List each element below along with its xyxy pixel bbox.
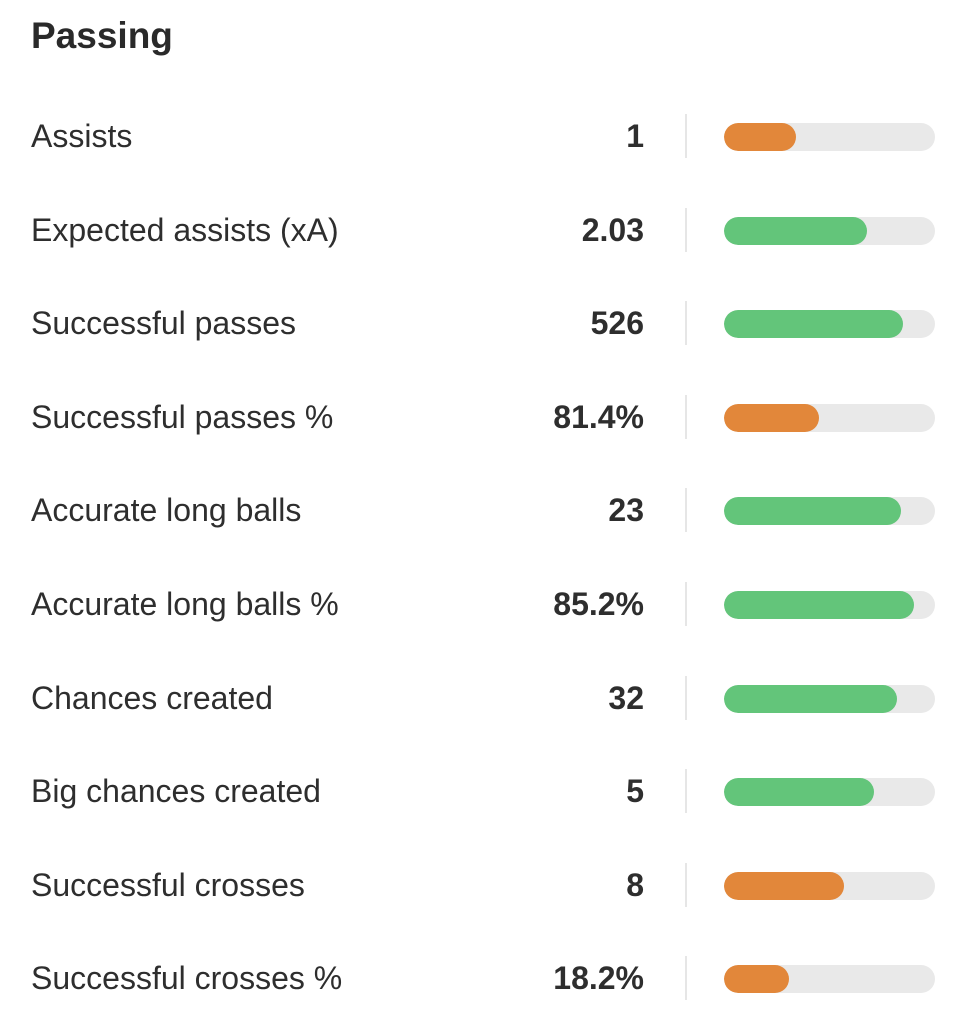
stat-value: 5 (626, 773, 644, 810)
stat-row-accurate-long-balls: Accurate long balls 23 (0, 464, 964, 558)
row-divider (685, 207, 687, 252)
row-divider (685, 114, 687, 158)
stat-label: Accurate long balls % (31, 585, 339, 622)
row-divider (685, 769, 687, 814)
rating-bar-track (724, 310, 935, 339)
rating-bar-fill (724, 403, 819, 432)
rating-bar-fill (724, 497, 902, 526)
rating-bar-track (724, 778, 935, 807)
stat-label: Accurate long balls (31, 492, 302, 529)
stat-label: Assists (31, 118, 133, 154)
stat-value: 23 (608, 492, 644, 529)
rating-bar-fill (724, 590, 914, 619)
row-divider (685, 862, 687, 907)
row-divider (685, 581, 687, 626)
stat-row-big-chances-created: Big chances created 5 (0, 745, 964, 839)
stat-label: Successful crosses % (31, 960, 343, 997)
stat-row-assists: Assists 1 (0, 90, 964, 184)
rating-bar-fill (724, 216, 868, 245)
row-divider (685, 956, 687, 1001)
row-divider (685, 488, 687, 533)
stat-row-chances-created: Chances created 32 (0, 652, 964, 746)
rating-bar-track (724, 216, 935, 245)
section-title: Passing (31, 15, 173, 56)
rating-bar-fill (724, 310, 904, 339)
stat-row-successful-crosses: Successful crosses 8 (0, 839, 964, 933)
stat-value: 8 (626, 866, 644, 903)
stat-value: 85.2% (553, 585, 644, 622)
rating-bar-fill (724, 684, 898, 713)
rating-bar-fill (724, 778, 874, 807)
stat-label: Chances created (31, 679, 273, 716)
stat-value: 1 (626, 118, 644, 154)
stat-row-accurate-long-balls-pct: Accurate long balls % 85.2% (0, 558, 964, 652)
rating-bar-track (724, 590, 935, 619)
rating-bar-track (724, 965, 935, 994)
stat-list: Assists 1 Expected assists (xA) 2.03 Suc… (0, 90, 964, 1026)
stat-label: Successful passes % (31, 398, 334, 435)
stat-label: Successful passes (31, 305, 297, 342)
row-divider (685, 301, 687, 346)
rating-bar-track (724, 871, 935, 900)
stat-value: 526 (590, 305, 644, 342)
stat-row-successful-passes: Successful passes 526 (0, 277, 964, 371)
rating-bar-fill (724, 965, 790, 994)
stat-value: 81.4% (553, 398, 644, 435)
stat-value: 32 (608, 679, 644, 716)
rating-bar-track (724, 497, 935, 526)
rating-bar-track (724, 123, 935, 151)
row-divider (685, 394, 687, 439)
row-divider (685, 675, 687, 720)
stat-label: Big chances created (31, 773, 321, 810)
rating-bar-track (724, 403, 935, 432)
stat-value: 2.03 (581, 211, 644, 248)
rating-bar-track (724, 684, 935, 713)
stat-value: 18.2% (553, 960, 644, 997)
rating-bar-fill (724, 123, 796, 151)
stat-label: Expected assists (xA) (31, 211, 339, 248)
rating-bar-fill (724, 871, 845, 900)
stat-label: Successful crosses (31, 866, 305, 903)
stat-row-expected-assists: Expected assists (xA) 2.03 (0, 184, 964, 278)
stat-row-successful-passes-pct: Successful passes % 81.4% (0, 371, 964, 465)
stat-row-successful-crosses-pct: Successful crosses % 18.2% (0, 932, 964, 1026)
